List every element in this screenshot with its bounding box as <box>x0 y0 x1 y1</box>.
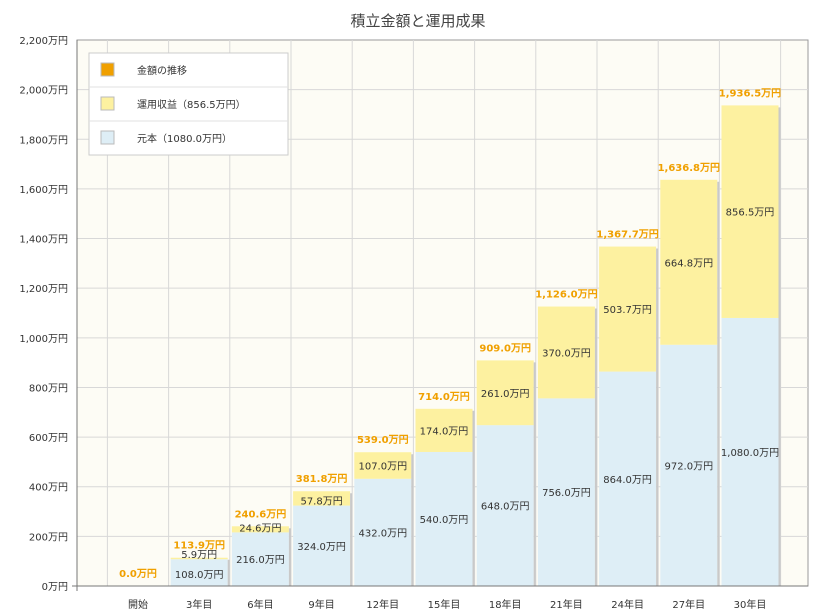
legend-label: 金額の推移 <box>137 64 187 77</box>
bar-segment-principal <box>599 371 657 586</box>
total-value-label: 381.8万円 <box>296 473 348 485</box>
bar-segment-gain <box>415 408 473 452</box>
bar-segment-principal <box>293 505 351 586</box>
bar-segment-gain <box>354 452 412 479</box>
principal-value-label: 540.0万円 <box>420 515 469 526</box>
y-tick-label: 200万円 <box>29 532 68 543</box>
y-tick-label: 1,600万円 <box>19 185 68 196</box>
y-tick-label: 400万円 <box>29 483 68 494</box>
total-value-label: 1,636.8万円 <box>658 162 720 174</box>
legend-box <box>88 52 289 156</box>
legend-swatch <box>100 96 115 111</box>
principal-value-label: 864.0万円 <box>603 475 652 486</box>
total-value-label: 0.0万円 <box>119 568 157 580</box>
total-value-label: 714.0万円 <box>418 391 470 403</box>
x-tick-label: 21年目 <box>550 598 583 611</box>
principal-value-label: 648.0万円 <box>481 502 530 513</box>
gain-value-label: 107.0万円 <box>358 462 407 473</box>
bar-segment-gain <box>476 360 534 426</box>
total-value-label: 240.6万円 <box>235 508 287 520</box>
bar-segment-principal <box>476 425 534 586</box>
y-tick-label: 0万円 <box>42 582 68 593</box>
x-tick-label: 9年目 <box>308 598 334 611</box>
principal-value-label: 756.0万円 <box>542 488 591 499</box>
y-tick-label: 1,400万円 <box>19 235 68 246</box>
y-tick-label: 600万円 <box>29 433 68 444</box>
principal-value-label: 1,080.0万円 <box>721 448 779 459</box>
y-tick-label: 800万円 <box>29 383 68 394</box>
x-tick-label: 開始 <box>128 598 148 611</box>
principal-value-label: 432.0万円 <box>358 528 407 539</box>
bar-segment-principal <box>354 478 412 586</box>
gain-value-label: 856.5万円 <box>726 208 775 219</box>
bar-segment-principal <box>415 451 473 586</box>
principal-value-label: 216.0万円 <box>236 555 285 566</box>
legend-label: 運用収益（856.5万円） <box>137 98 246 111</box>
legend-label: 元本（1080.0万円） <box>137 132 232 145</box>
gain-value-label: 664.8万円 <box>664 258 713 269</box>
gain-value-label: 174.0万円 <box>420 426 469 437</box>
y-tick-label: 2,000万円 <box>19 86 68 97</box>
gain-value-label: 503.7万円 <box>603 305 652 316</box>
principal-value-label: 108.0万円 <box>175 570 224 581</box>
x-tick-label: 15年目 <box>428 598 461 611</box>
bar-segment-principal <box>721 317 779 586</box>
bar-segment-gain <box>231 526 289 533</box>
total-value-label: 113.9万円 <box>173 540 225 552</box>
bar-segment-principal <box>537 398 595 586</box>
bar-segment-gain <box>170 557 228 560</box>
gain-value-label: 5.9万円 <box>181 550 217 561</box>
x-tick-label: 12年目 <box>366 598 399 611</box>
x-tick-label: 30年目 <box>734 598 767 611</box>
bar-segment-gain <box>660 179 718 345</box>
total-value-label: 909.0万円 <box>479 342 531 354</box>
y-tick-label: 1,000万円 <box>19 334 68 345</box>
legend-swatch <box>100 62 115 77</box>
x-tick-label: 24年目 <box>611 598 644 611</box>
data-labels: 108.0万円 5.9万円 216.0万円 24.6万円 324.0万円 57.8万円 43… <box>119 87 781 581</box>
y-tick-label: 1,800万円 <box>19 135 68 146</box>
bar-segment-gain <box>599 246 657 372</box>
chart-title: 積立金額と運用成果 <box>350 12 485 30</box>
principal-value-label: 324.0万円 <box>297 542 346 553</box>
total-value-label: 1,936.5万円 <box>719 87 781 99</box>
y-tick-label: 1,200万円 <box>19 284 68 295</box>
x-tick-label: 3年目 <box>186 598 212 611</box>
bar-segment-gain <box>537 306 595 399</box>
bar-segment-principal <box>170 559 228 586</box>
x-tick-label: 6年目 <box>247 598 273 611</box>
bar-segment-gain <box>293 491 351 506</box>
x-tick-label: 18年目 <box>489 598 522 611</box>
bar-segment-principal <box>231 532 289 586</box>
total-value-label: 1,126.0万円 <box>535 289 597 301</box>
x-tick-label: 27年目 <box>672 598 705 611</box>
bar-segment-gain <box>721 105 779 318</box>
bar-segment-principal <box>660 344 718 586</box>
y-tick-label: 2,200万円 <box>19 36 68 47</box>
bars <box>170 105 781 586</box>
gain-value-label: 57.8万円 <box>300 497 342 508</box>
gain-value-label: 24.6万円 <box>239 523 281 534</box>
axes: 0万円 200万円 400万円 600万円 800万円 1,000万円 1,200万円 1,4… <box>19 36 808 611</box>
gain-value-label: 370.0万円 <box>542 348 591 359</box>
total-value-label: 1,367.7万円 <box>596 229 658 241</box>
gain-value-label: 261.0万円 <box>481 389 530 400</box>
total-value-label: 539.0万円 <box>357 434 409 446</box>
legend-swatch <box>100 130 115 145</box>
principal-value-label: 972.0万円 <box>664 461 713 472</box>
